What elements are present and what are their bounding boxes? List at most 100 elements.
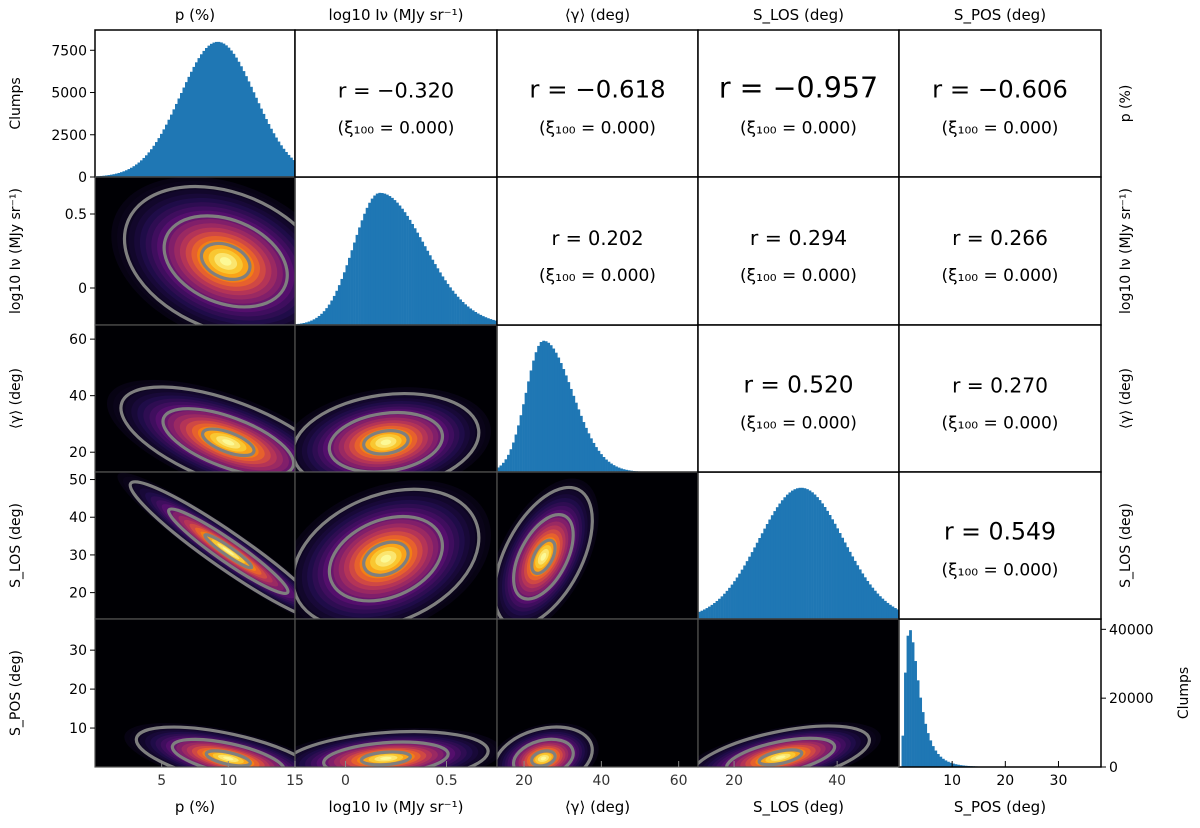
top-axis-label: S_LOS (deg) — [753, 6, 844, 25]
hist-bar — [836, 528, 839, 619]
hist-bar — [527, 381, 530, 472]
hist-bar — [421, 241, 425, 325]
hist-bar — [891, 606, 895, 619]
hist-bar — [363, 213, 366, 325]
hist-bar — [469, 308, 473, 325]
hist-bar — [484, 317, 488, 325]
hist-bar — [946, 761, 950, 767]
hist-bar — [202, 50, 206, 177]
density-gamma-slos — [496, 471, 699, 620]
hist-bar — [514, 434, 518, 472]
x-tick-label: 40 — [592, 773, 610, 789]
hist-bar — [502, 462, 505, 472]
hist-bar — [345, 265, 349, 325]
hist-bar — [312, 319, 316, 325]
hist-bar — [858, 569, 862, 619]
y-tick-label: 20000 — [1109, 691, 1154, 707]
hist-bar — [491, 319, 495, 325]
hist-bar — [627, 470, 631, 472]
hist-bar — [957, 764, 960, 767]
density-level — [380, 439, 392, 446]
hist-bar — [622, 469, 626, 472]
contour-line — [199, 241, 252, 281]
hist-bar — [205, 48, 208, 177]
hist-bar — [120, 172, 123, 177]
hist-bar — [310, 320, 313, 325]
hist-bar — [924, 723, 928, 767]
hist-bar — [798, 487, 802, 619]
contour-line — [530, 749, 557, 767]
hist-bar — [368, 202, 372, 325]
hist-bar — [888, 604, 892, 619]
hist-bar — [255, 97, 258, 177]
panel-frame — [898, 29, 1102, 178]
hist-bar — [332, 295, 336, 325]
hist-bar — [723, 593, 726, 619]
hist-bar — [582, 422, 586, 472]
x-tick-label: 10 — [219, 773, 237, 789]
hist-bar — [240, 66, 243, 177]
hist-bar — [257, 103, 261, 177]
hist-bar — [262, 113, 266, 177]
hist-bar — [592, 442, 596, 472]
contour-line — [128, 480, 295, 619]
contour-line — [327, 410, 445, 472]
hist-bar — [200, 54, 203, 177]
hist-bar — [841, 537, 845, 619]
hist-bar — [307, 321, 311, 325]
density-logI-spos — [294, 618, 498, 768]
contour-line — [203, 533, 254, 570]
hist-bar — [207, 45, 211, 177]
hist-bar — [187, 76, 191, 177]
x-tick-label: 40 — [828, 773, 846, 789]
hist-bar — [780, 500, 784, 619]
left-axis-label: ⟨γ⟩ (deg) — [8, 368, 24, 429]
y-tick-label: 0 — [1109, 760, 1118, 776]
hist-bar — [808, 490, 812, 619]
hist-bar — [921, 712, 925, 767]
hist-bar — [504, 459, 508, 472]
hist-bar — [758, 538, 762, 619]
hist-bar — [423, 246, 427, 325]
hist-bar — [823, 507, 827, 619]
hist-bar — [853, 560, 857, 619]
histogram-slos — [697, 471, 900, 620]
hist-bar — [322, 311, 326, 325]
hist-bar — [375, 193, 379, 325]
density-p-gamma — [94, 324, 296, 473]
y-tick-label: 20 — [69, 445, 87, 461]
hist-bar — [547, 342, 551, 472]
contour-line — [295, 487, 481, 619]
panels: r = −0.320 (ξ₁₀₀ = 0.000) r = −0.618 (ξ₁₀₀ … — [94, 29, 1102, 768]
hist-bar — [145, 155, 148, 177]
density-level — [540, 756, 547, 761]
hist-bar — [901, 735, 905, 767]
correlation-panel: r = 0.270 (ξ₁₀₀ = 0.000) — [898, 324, 1102, 473]
hist-bar — [745, 561, 749, 619]
y-tick-label: 20 — [69, 682, 87, 698]
hist-bar — [871, 587, 875, 619]
hist-bar — [929, 740, 933, 767]
hist-bar — [140, 160, 143, 177]
hist-bar — [110, 174, 113, 177]
hist-bar — [105, 175, 108, 177]
hist-bar — [235, 57, 238, 177]
hist-bar — [828, 515, 832, 619]
contour-line — [327, 514, 445, 603]
hist-bar — [197, 58, 201, 177]
hist-bar — [416, 232, 420, 325]
hist-bar — [232, 53, 236, 178]
hist-bar — [300, 323, 303, 325]
hist-bar — [911, 642, 915, 767]
hist-bar — [431, 259, 435, 325]
hist-bar — [388, 196, 392, 325]
panel-frame — [898, 324, 1102, 473]
contour-line — [530, 538, 557, 575]
contour-line — [497, 485, 594, 619]
hist-bar — [838, 533, 842, 619]
hist-bar — [449, 287, 452, 325]
density-logI-gamma — [294, 324, 498, 473]
hist-bar — [342, 272, 346, 325]
hist-bar — [182, 87, 186, 177]
density-level — [219, 257, 232, 266]
